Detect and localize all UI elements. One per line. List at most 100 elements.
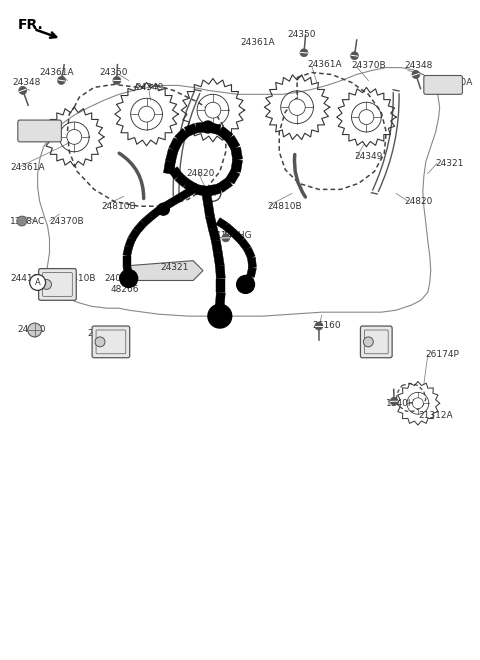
Text: A: A xyxy=(35,278,40,287)
Polygon shape xyxy=(123,265,132,277)
Circle shape xyxy=(412,398,423,409)
Text: 1140HG: 1140HG xyxy=(386,399,423,408)
Text: 24010A: 24010A xyxy=(104,274,139,283)
Polygon shape xyxy=(216,265,225,279)
Text: 24321: 24321 xyxy=(436,159,464,168)
Polygon shape xyxy=(125,238,135,248)
FancyBboxPatch shape xyxy=(43,273,72,296)
Polygon shape xyxy=(175,173,190,187)
FancyBboxPatch shape xyxy=(38,269,76,300)
Text: 26174P: 26174P xyxy=(426,350,460,359)
Text: 24350: 24350 xyxy=(287,30,316,40)
Text: 24410B: 24410B xyxy=(61,274,96,283)
Text: 24361A: 24361A xyxy=(40,68,74,77)
Text: 24810B: 24810B xyxy=(101,202,136,211)
Circle shape xyxy=(120,269,138,287)
Text: 24820: 24820 xyxy=(404,197,432,206)
Circle shape xyxy=(208,304,232,328)
Polygon shape xyxy=(205,215,217,230)
Polygon shape xyxy=(168,194,182,207)
Text: 24810B: 24810B xyxy=(267,202,302,211)
Circle shape xyxy=(28,323,42,337)
Polygon shape xyxy=(195,185,209,196)
Circle shape xyxy=(390,397,398,405)
Text: 24348: 24348 xyxy=(12,78,40,87)
Circle shape xyxy=(237,275,254,293)
Text: 24390: 24390 xyxy=(18,325,47,335)
Text: 48266: 48266 xyxy=(111,285,139,294)
Polygon shape xyxy=(188,183,200,195)
Circle shape xyxy=(205,102,221,118)
Circle shape xyxy=(205,185,221,201)
Polygon shape xyxy=(123,255,131,265)
FancyBboxPatch shape xyxy=(424,75,462,94)
Polygon shape xyxy=(214,304,224,317)
Polygon shape xyxy=(133,220,146,234)
Polygon shape xyxy=(231,230,244,244)
Text: 24370B: 24370B xyxy=(351,61,386,70)
Polygon shape xyxy=(207,183,221,196)
Polygon shape xyxy=(226,135,240,150)
Text: 24361A: 24361A xyxy=(307,60,342,69)
Polygon shape xyxy=(226,169,240,184)
Polygon shape xyxy=(239,238,251,251)
Circle shape xyxy=(363,337,373,347)
Text: 24361A: 24361A xyxy=(240,38,275,48)
FancyBboxPatch shape xyxy=(18,120,61,142)
Text: 24820: 24820 xyxy=(186,169,215,178)
Text: 24350: 24350 xyxy=(99,68,128,77)
Text: 48266: 48266 xyxy=(94,341,122,349)
Text: 24349: 24349 xyxy=(355,152,383,161)
Circle shape xyxy=(222,234,230,242)
Polygon shape xyxy=(204,203,215,216)
Polygon shape xyxy=(216,218,228,230)
Polygon shape xyxy=(231,159,242,172)
Circle shape xyxy=(350,51,359,59)
Text: 1140HG: 1140HG xyxy=(216,232,252,240)
Polygon shape xyxy=(158,200,172,213)
Circle shape xyxy=(300,49,308,57)
Text: 24348: 24348 xyxy=(404,61,432,70)
Circle shape xyxy=(67,129,82,145)
Polygon shape xyxy=(217,126,233,142)
Polygon shape xyxy=(169,167,182,180)
Polygon shape xyxy=(216,279,225,292)
Polygon shape xyxy=(223,223,236,236)
Text: 24349: 24349 xyxy=(136,83,164,92)
Polygon shape xyxy=(123,246,132,257)
Circle shape xyxy=(95,337,105,347)
Polygon shape xyxy=(166,148,178,163)
Circle shape xyxy=(19,86,27,94)
Circle shape xyxy=(315,322,323,330)
Polygon shape xyxy=(216,292,225,306)
Circle shape xyxy=(42,279,51,289)
FancyBboxPatch shape xyxy=(96,330,126,354)
Polygon shape xyxy=(164,161,175,174)
Polygon shape xyxy=(217,178,233,193)
Polygon shape xyxy=(212,240,222,253)
Text: 24420A: 24420A xyxy=(439,78,473,87)
Text: FR.: FR. xyxy=(18,18,44,32)
Circle shape xyxy=(157,203,169,215)
Polygon shape xyxy=(247,267,256,277)
Polygon shape xyxy=(128,229,140,241)
Circle shape xyxy=(17,216,27,226)
Text: 24410B: 24410B xyxy=(10,274,45,283)
Polygon shape xyxy=(202,191,212,204)
Polygon shape xyxy=(184,123,198,137)
Text: 21312A: 21312A xyxy=(418,411,453,420)
Polygon shape xyxy=(242,274,253,285)
Text: 24420A: 24420A xyxy=(18,129,52,139)
Text: A: A xyxy=(210,189,216,198)
Polygon shape xyxy=(248,257,256,268)
Circle shape xyxy=(202,121,214,133)
Polygon shape xyxy=(231,147,242,160)
Circle shape xyxy=(58,77,65,84)
Text: 24321: 24321 xyxy=(160,263,189,272)
Circle shape xyxy=(30,275,46,290)
Polygon shape xyxy=(214,252,224,267)
Polygon shape xyxy=(209,228,220,242)
FancyBboxPatch shape xyxy=(92,326,130,358)
Polygon shape xyxy=(184,180,199,193)
Circle shape xyxy=(289,99,305,116)
